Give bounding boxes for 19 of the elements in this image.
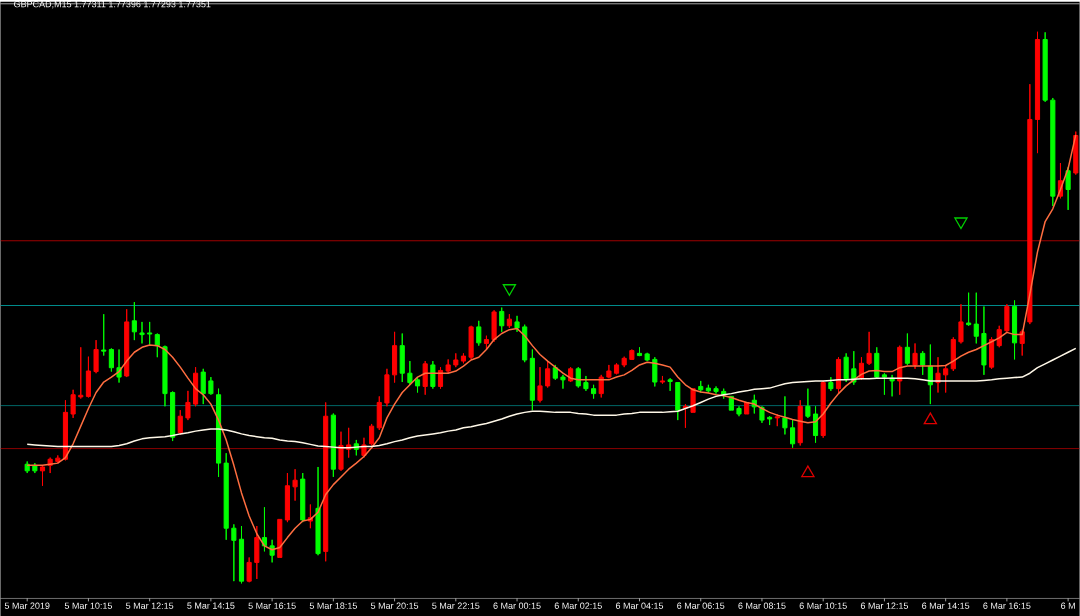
x-tick-label: 6 Mar 16:15 [983,602,1031,609]
x-tick-label: 5 Mar 20:15 [370,602,419,609]
x-tick-label: 6 Mar 06:15 [677,602,725,609]
x-tick-label: 6 M [1061,602,1075,609]
x-tick-label: 6 Mar 00:15 [493,602,541,609]
x-tick-label: 5 Mar 2019 [4,602,50,609]
x-tick-label: 5 Mar 10:15 [64,602,113,609]
chart-title: GBPCAD,M15 1.77311 1.77396 1.77293 1.77351 [14,0,211,9]
x-tick-label: 6 Mar 08:15 [738,602,786,609]
x-tick-label: 6 Mar 12:15 [860,602,909,609]
x-tick-label: 6 Mar 04:15 [615,602,664,609]
x-tick-label: 5 Mar 22:15 [432,602,480,609]
x-tick-label: 6 Mar 10:15 [799,602,847,609]
x-tick-label: 5 Mar 12:15 [126,602,174,609]
x-tick-label: 6 Mar 02:15 [554,602,602,609]
x-tick-label: 5 Mar 14:15 [187,602,235,609]
x-tick-label: 5 Mar 16:15 [248,602,296,609]
x-tick-label: 5 Mar 18:15 [309,602,357,609]
x-tick-label: 6 Mar 14:15 [922,602,970,609]
